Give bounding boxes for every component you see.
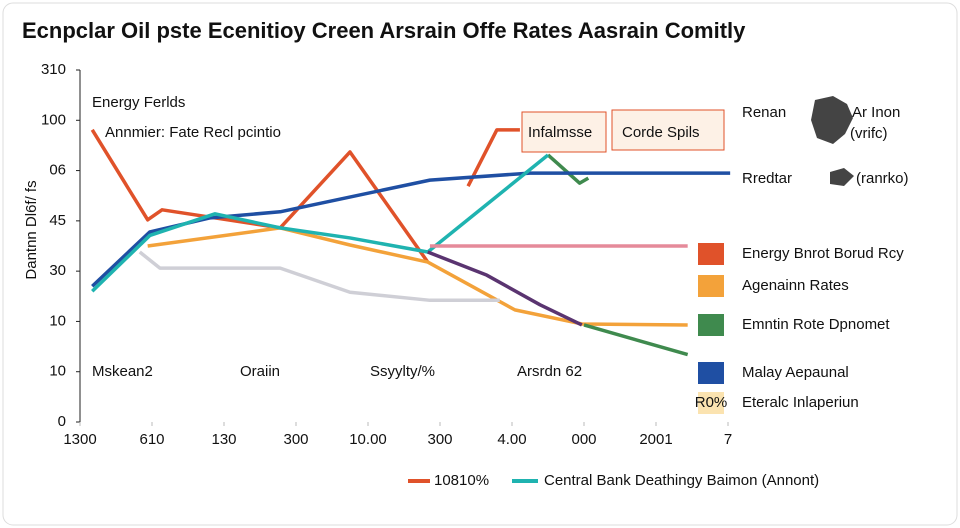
annotation: Arsrdn 62 — [517, 363, 582, 380]
chart-title: Ecnpclar Oil pste Ecenitioy Creen Arsrai… — [22, 18, 746, 43]
y-tick-label: 30 — [49, 262, 66, 279]
legend-swatch — [698, 362, 724, 384]
y-tick-label: 310 — [41, 61, 66, 78]
x-tick-label: 2001 — [639, 431, 672, 448]
annotation: Ssyylty/% — [370, 363, 435, 380]
legend-label: 10810% — [434, 472, 489, 489]
map-label: Renan — [742, 104, 786, 121]
annotation-box — [521, 111, 607, 153]
series-line — [427, 250, 583, 327]
legend-swatch — [698, 243, 724, 265]
x-tick-label: 000 — [571, 431, 596, 448]
annotation: Annmier: Fate Recl pcintio — [105, 124, 281, 141]
legend-label: Central Bank Deathingy Baimon (Annont) — [544, 472, 819, 489]
x-tick-label: 4.00 — [497, 431, 526, 448]
legend-label: Malay Aepaunal — [742, 364, 849, 381]
side-note: Eteralc Inlaperiun — [742, 394, 859, 411]
annotation: Mskean2 — [92, 363, 153, 380]
annotation: Energy Ferlds — [92, 94, 185, 111]
y-tick-label: 10 — [49, 363, 66, 380]
map-label: Rredtar — [742, 170, 792, 187]
box-label: Infalmsse — [528, 124, 592, 141]
series-line — [546, 153, 689, 357]
legend-label: Energy Bnrot Borud Rcy — [742, 245, 904, 262]
legend-swatch — [698, 275, 724, 297]
x-tick-label: 300 — [427, 431, 452, 448]
y-tick-label: 0 — [58, 413, 66, 430]
legend-swatch — [698, 314, 724, 336]
annotation-box — [611, 109, 725, 151]
map-icon — [811, 96, 854, 186]
map-label: Ar Inon — [852, 104, 900, 121]
x-tick-label: 1300 — [63, 431, 96, 448]
x-tick-label: 130 — [211, 431, 236, 448]
y-axis-label: Dantnn Dl6f/ fs — [23, 180, 40, 279]
legend-label: Agenainn Rates — [742, 277, 849, 294]
map-label: (vrifc) — [850, 125, 888, 142]
x-tick-label: 7 — [724, 431, 732, 448]
y-tick-label: 100 — [41, 111, 66, 128]
series-line — [138, 250, 500, 303]
annotation: Oraiin — [240, 363, 280, 380]
map-label: (ranrko) — [856, 170, 909, 187]
box-label: Corde Spils — [622, 124, 700, 141]
x-tick-label: 300 — [283, 431, 308, 448]
series-line — [91, 171, 731, 288]
badge-label: R0% — [695, 394, 728, 411]
x-tick-label: 10.00 — [349, 431, 387, 448]
y-tick-label: 06 — [49, 162, 66, 179]
y-tick-label: 45 — [49, 212, 66, 229]
legend-label: Emntin Rote Dpnomet — [742, 316, 890, 333]
series-line — [90, 128, 520, 264]
y-tick-label: 10 — [49, 312, 66, 329]
x-tick-label: 610 — [139, 431, 164, 448]
badge — [698, 392, 724, 414]
series-line — [91, 153, 550, 293]
